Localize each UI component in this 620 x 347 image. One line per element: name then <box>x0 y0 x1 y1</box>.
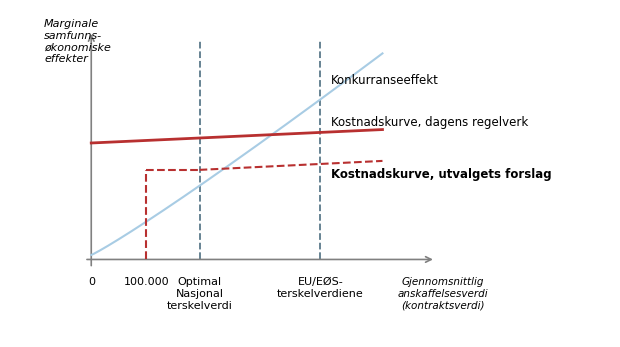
Text: Konkurranseeffekt: Konkurranseeffekt <box>331 74 439 87</box>
Text: 100.000: 100.000 <box>123 277 169 287</box>
Text: Kostnadskurve, utvalgets forslag: Kostnadskurve, utvalgets forslag <box>331 168 552 181</box>
Text: Kostnadskurve, dagens regelverk: Kostnadskurve, dagens regelverk <box>331 116 528 129</box>
Text: 0: 0 <box>88 277 95 287</box>
Text: Optimal
Nasjonal
terskelverdi: Optimal Nasjonal terskelverdi <box>167 277 232 311</box>
Text: EU/EØS-
terskelverdiene: EU/EØS- terskelverdiene <box>277 277 364 299</box>
Text: Gjennomsnittlig
anskaffelsesverdi
(kontraktsverdi): Gjennomsnittlig anskaffelsesverdi (kontr… <box>397 277 488 311</box>
Text: Marginale
samfunns-
økonomiske
effekter: Marginale samfunns- økonomiske effekter <box>44 19 111 64</box>
